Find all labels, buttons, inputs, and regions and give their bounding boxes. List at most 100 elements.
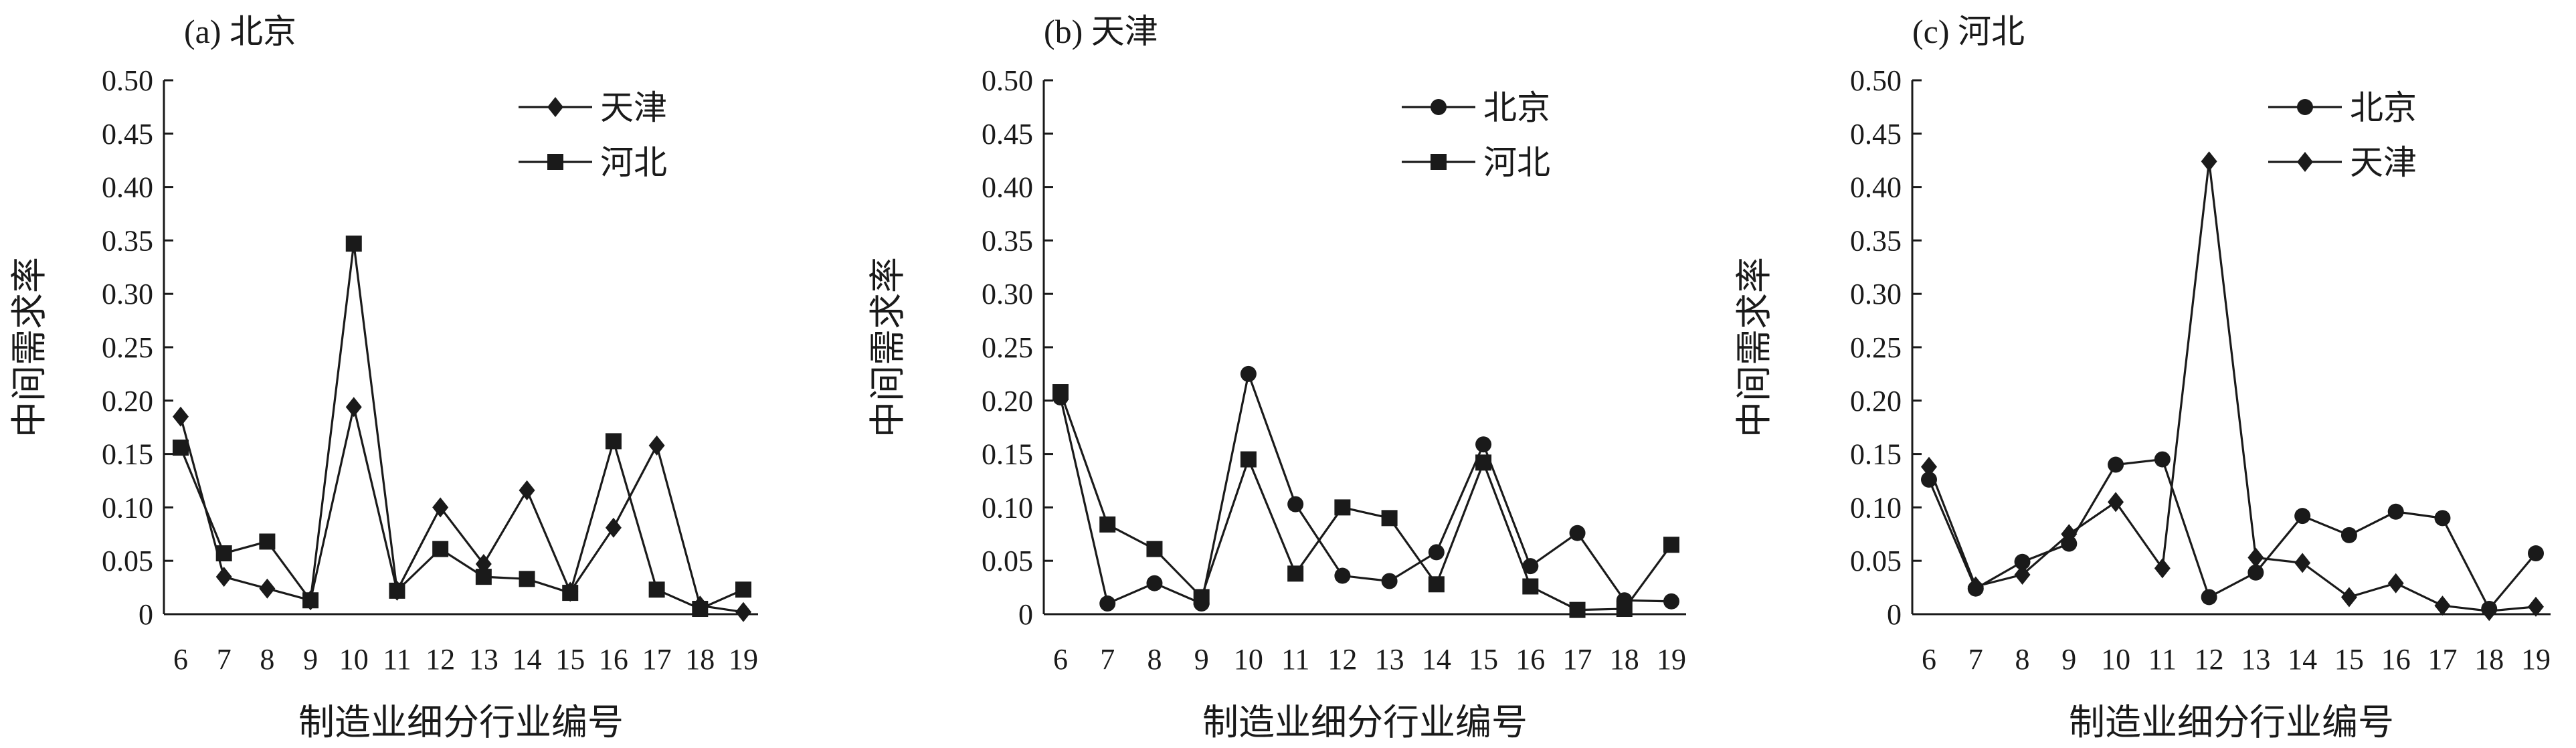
- data-point: [259, 578, 276, 599]
- x-tick-label: 13: [2241, 643, 2270, 676]
- data-point: [2154, 451, 2171, 468]
- x-tick-label: 17: [1563, 643, 1592, 676]
- y-tick-label: 0.20: [102, 385, 153, 417]
- data-point: [2387, 503, 2404, 520]
- data-point: [345, 397, 362, 417]
- y-tick-label: 0.10: [1850, 491, 1902, 524]
- x-tick-label: 15: [2334, 643, 2364, 676]
- legend-label: 天津: [2350, 144, 2417, 181]
- x-tick-label: 15: [555, 643, 585, 676]
- data-point: [1381, 510, 1398, 527]
- x-tick-label: 11: [1281, 643, 1309, 676]
- legend-label: 北京: [2350, 89, 2417, 126]
- legend-label: 天津: [600, 89, 667, 126]
- x-tick-label: 19: [729, 643, 758, 676]
- data-point: [2014, 564, 2031, 585]
- series-2: [1921, 151, 2544, 622]
- data-point: [432, 541, 449, 557]
- data-point: [605, 433, 622, 450]
- data-point: [1334, 567, 1351, 584]
- x-tick-label: 14: [1422, 643, 1451, 676]
- data-point: [1663, 593, 1679, 610]
- data-point: [1052, 384, 1069, 401]
- data-point: [1616, 601, 1633, 618]
- x-tick-label: 13: [469, 643, 498, 676]
- data-point: [1569, 601, 1586, 618]
- x-tick-label: 8: [2015, 643, 2030, 676]
- x-tick-label: 13: [1375, 643, 1404, 676]
- x-tick-label: 16: [1515, 643, 1545, 676]
- y-tick-label: 0.25: [1850, 331, 1902, 364]
- x-axis-title: 制造业细分行业编号: [298, 703, 624, 743]
- data-point: [1146, 575, 1163, 591]
- data-point: [2294, 553, 2311, 573]
- data-point: [2434, 510, 2451, 527]
- x-tick-label: 9: [1194, 643, 1209, 676]
- chart-panel-2: 0 0.05 0.10 0.15 0.20 0.25 0.30 0.35 0.40 0.45 0.5…: [868, 13, 1686, 743]
- data-point: [1287, 565, 1304, 582]
- x-tick-label: 9: [2061, 643, 2076, 676]
- data-point: [1428, 576, 1445, 593]
- data-point: [173, 440, 189, 456]
- series-line: [1928, 458, 2537, 611]
- data-point: [2434, 595, 2451, 616]
- series-line: [179, 243, 744, 610]
- x-tick-label: 14: [2288, 643, 2317, 676]
- chart-panel-3: 0 0.05 0.10 0.15 0.20 0.25 0.30 0.35 0.40 0.45 0.5…: [1734, 13, 2551, 743]
- y-tick-label: 0.20: [1850, 385, 1902, 417]
- legend-marker: [2297, 152, 2313, 172]
- x-tick-label: 17: [2427, 643, 2457, 676]
- data-point: [735, 601, 751, 622]
- y-tick-label: 0.30: [102, 278, 153, 310]
- y-tick-label: 0.50: [982, 64, 1033, 97]
- y-tick-label: 0.20: [982, 385, 1033, 417]
- data-point: [2154, 558, 2171, 579]
- y-tick-label: 0.35: [102, 224, 153, 257]
- y-tick-label: 0.05: [102, 545, 153, 577]
- legend-marker: [1431, 154, 1447, 170]
- y-tick-label: 0.30: [1850, 278, 1902, 310]
- x-tick-label: 6: [1922, 643, 1936, 676]
- data-point: [345, 236, 362, 252]
- data-point: [1522, 578, 1539, 595]
- data-point: [1334, 499, 1351, 516]
- x-tick-label: 7: [1968, 643, 1983, 676]
- data-point: [2528, 596, 2544, 617]
- data-point: [2201, 589, 2217, 605]
- legend-label: 河北: [1483, 144, 1550, 181]
- x-tick-label: 10: [2101, 643, 2130, 676]
- y-tick-label: 0.15: [1850, 438, 1902, 471]
- data-point: [1240, 451, 1257, 468]
- legend-entry: 天津: [519, 89, 667, 126]
- data-point: [2528, 545, 2544, 562]
- y-tick-label: 0.45: [982, 118, 1033, 151]
- data-point: [1663, 537, 1679, 553]
- x-tick-label: 6: [173, 643, 188, 676]
- x-tick-label: 19: [2521, 643, 2551, 676]
- y-axis-title: 中间需求率: [868, 257, 908, 438]
- series-line: [1928, 161, 2537, 612]
- data-point: [2387, 573, 2404, 593]
- data-point: [1193, 589, 1210, 605]
- data-point: [648, 581, 665, 598]
- x-tick-label: 6: [1053, 643, 1068, 676]
- x-tick-label: 7: [1100, 643, 1115, 676]
- legend-entry: 河北: [1402, 144, 1550, 181]
- series-1: [1921, 451, 2544, 618]
- y-tick-label: 0.35: [1850, 224, 1902, 257]
- y-tick-label: 0.25: [982, 331, 1033, 364]
- x-tick-label: 17: [642, 643, 672, 676]
- data-point: [562, 585, 579, 601]
- y-tick-label: 0.35: [982, 224, 1033, 257]
- data-point: [389, 582, 405, 599]
- y-tick-label: 0.50: [102, 64, 153, 97]
- data-point: [173, 406, 189, 427]
- x-tick-label: 12: [426, 643, 455, 676]
- legend-marker: [2297, 99, 2313, 115]
- legend-label: 北京: [1483, 89, 1550, 126]
- chart-panel-1: 0 0.05 0.10 0.15 0.20 0.25 0.30 0.35 0.40 0.45 0.5…: [9, 13, 758, 743]
- y-tick-label: 0: [139, 598, 153, 631]
- y-tick-label: 0: [1018, 598, 1033, 631]
- y-tick-label: 0.30: [982, 278, 1033, 310]
